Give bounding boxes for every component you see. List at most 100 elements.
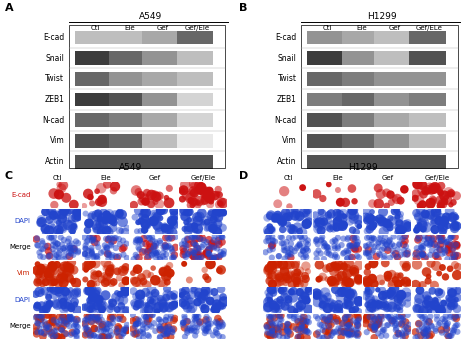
Point bbox=[66, 312, 74, 318]
Point bbox=[200, 237, 208, 243]
Point bbox=[363, 329, 371, 335]
Point bbox=[355, 276, 363, 282]
Point bbox=[142, 222, 149, 228]
Point bbox=[368, 242, 376, 247]
Point bbox=[59, 270, 66, 275]
Point bbox=[82, 245, 89, 251]
Point bbox=[388, 272, 396, 277]
Point bbox=[302, 296, 310, 302]
Point bbox=[301, 235, 309, 240]
Point bbox=[354, 322, 362, 328]
Point bbox=[137, 275, 145, 280]
Text: H1299: H1299 bbox=[348, 163, 377, 172]
Point bbox=[291, 226, 299, 232]
Point bbox=[205, 251, 213, 256]
Point bbox=[216, 192, 223, 198]
Point bbox=[82, 317, 90, 322]
Point bbox=[370, 316, 378, 321]
Point bbox=[397, 295, 404, 301]
Point bbox=[330, 281, 337, 286]
Point bbox=[276, 321, 284, 327]
Point bbox=[418, 245, 426, 251]
Point bbox=[142, 302, 149, 308]
Point bbox=[399, 332, 406, 338]
Point bbox=[265, 313, 273, 319]
Bar bbox=[75, 134, 111, 148]
Point bbox=[183, 330, 191, 336]
Point bbox=[189, 321, 197, 326]
Point bbox=[157, 207, 164, 213]
Point bbox=[370, 324, 378, 330]
Point bbox=[277, 287, 285, 292]
Point bbox=[120, 291, 128, 297]
Point bbox=[383, 203, 391, 209]
Point bbox=[219, 334, 227, 340]
Point bbox=[381, 240, 389, 245]
Point bbox=[450, 328, 458, 333]
Point bbox=[112, 253, 119, 259]
Point bbox=[341, 316, 349, 322]
Point bbox=[98, 199, 106, 205]
Point bbox=[419, 251, 427, 257]
Bar bbox=[142, 113, 179, 127]
Point bbox=[319, 335, 327, 340]
Point bbox=[288, 307, 296, 312]
Point bbox=[140, 236, 147, 242]
Point bbox=[376, 322, 384, 327]
Point bbox=[84, 227, 91, 233]
Point bbox=[379, 299, 386, 304]
Point bbox=[202, 218, 210, 224]
Point bbox=[388, 289, 395, 294]
Point bbox=[66, 243, 73, 248]
Point bbox=[95, 301, 103, 307]
Point bbox=[214, 316, 222, 321]
Point bbox=[444, 191, 452, 197]
Point bbox=[135, 281, 143, 286]
Point bbox=[93, 226, 101, 231]
Point bbox=[339, 211, 347, 217]
Point bbox=[189, 235, 196, 240]
Point bbox=[146, 308, 154, 313]
Point bbox=[376, 236, 383, 242]
Point bbox=[412, 335, 419, 340]
Point bbox=[453, 242, 461, 247]
Point bbox=[120, 330, 128, 336]
Point bbox=[392, 322, 399, 328]
Point bbox=[356, 224, 363, 229]
Point bbox=[376, 216, 383, 222]
Point bbox=[213, 302, 220, 307]
Point bbox=[72, 215, 80, 220]
Point bbox=[59, 224, 66, 229]
Point bbox=[47, 332, 55, 337]
Point bbox=[447, 300, 455, 305]
Point bbox=[383, 292, 390, 298]
Point bbox=[432, 298, 440, 303]
Point bbox=[135, 208, 143, 213]
Point bbox=[301, 322, 309, 327]
Point bbox=[297, 334, 304, 340]
Point bbox=[415, 321, 422, 326]
Point bbox=[448, 287, 456, 292]
Point bbox=[105, 321, 113, 327]
Point bbox=[266, 316, 274, 322]
Point bbox=[55, 254, 63, 260]
Point bbox=[355, 277, 362, 282]
Point bbox=[140, 313, 148, 319]
Point bbox=[210, 307, 217, 312]
Point bbox=[208, 245, 215, 250]
Point bbox=[34, 267, 41, 273]
Point bbox=[391, 286, 398, 291]
Point bbox=[193, 325, 201, 330]
Point bbox=[392, 327, 400, 333]
Point bbox=[346, 243, 353, 248]
Point bbox=[379, 293, 387, 298]
Point bbox=[48, 319, 56, 325]
Point bbox=[439, 224, 447, 229]
Point bbox=[61, 208, 68, 214]
Point bbox=[437, 183, 445, 189]
Point bbox=[272, 304, 280, 310]
Point bbox=[441, 250, 448, 256]
Point bbox=[303, 329, 311, 334]
Point bbox=[314, 329, 322, 335]
Point bbox=[330, 243, 338, 249]
